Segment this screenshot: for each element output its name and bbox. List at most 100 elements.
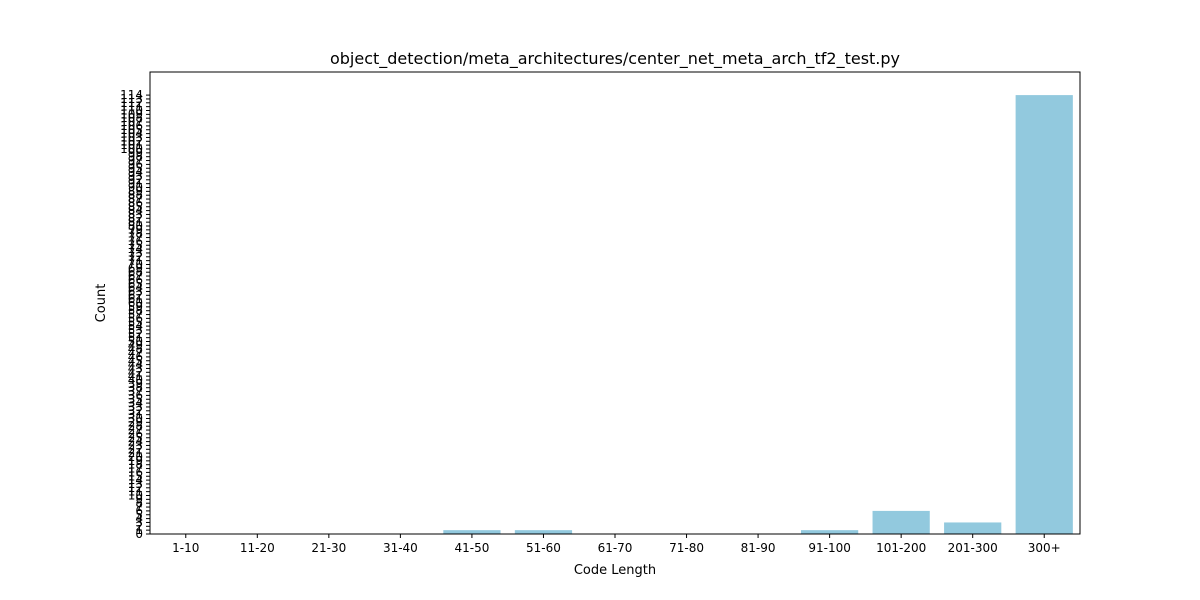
y-tick-label: 79 (128, 223, 143, 237)
y-tick-label: 45 (128, 354, 143, 368)
y-tick-label: 1 (135, 523, 143, 537)
y-axis-ticks: 0123456789101112131415161718192021222324… (120, 88, 150, 541)
y-tick-label: 35 (128, 392, 143, 406)
y-tick-label: 21 (128, 446, 143, 460)
y-tick-label: 14 (128, 473, 143, 487)
y-tick-label: 26 (128, 427, 143, 441)
x-tick-label: 1-10 (172, 541, 199, 555)
y-tick-label: 87 (128, 192, 143, 206)
x-tick-label: 11-20 (240, 541, 275, 555)
y-tick-label: 22 (128, 442, 143, 456)
y-tick-label: 3 (135, 515, 143, 529)
y-tick-label: 65 (128, 277, 143, 291)
x-tick-label: 101-200 (876, 541, 926, 555)
y-tick-label: 8 (135, 496, 143, 510)
bar-201-300 (944, 522, 1002, 534)
y-tick-label: 90 (128, 181, 143, 195)
x-tick-label: 201-300 (948, 541, 998, 555)
y-tick-label: 38 (128, 381, 143, 395)
bar-91-100 (801, 530, 859, 534)
y-tick-label: 100 (120, 142, 143, 156)
y-tick-label: 4 (135, 512, 143, 526)
y-tick-label: 29 (128, 415, 143, 429)
y-tick-label: 40 (128, 373, 143, 387)
y-tick-label: 92 (128, 173, 143, 187)
y-tick-label: 102 (120, 134, 143, 148)
y-tick-label: 32 (128, 404, 143, 418)
y-tick-label: 34 (128, 396, 143, 410)
y-tick-label: 107 (120, 115, 143, 129)
y-tick-label: 77 (128, 231, 143, 245)
y-tick-label: 63 (128, 284, 143, 298)
y-tick-label: 71 (128, 254, 143, 268)
y-tick-label: 53 (128, 323, 143, 337)
y-tick-label: 5 (135, 508, 143, 522)
y-tick-label: 12 (128, 481, 143, 495)
x-tick-label: 91-100 (808, 541, 851, 555)
y-tick-label: 44 (128, 358, 143, 372)
y-tick-label: 86 (128, 196, 143, 210)
bar-101-200 (872, 510, 930, 534)
y-tick-label: 41 (128, 369, 143, 383)
y-tick-label: 36 (128, 388, 143, 402)
y-tick-label: 88 (128, 188, 143, 202)
y-tick-label: 51 (128, 331, 143, 345)
y-tick-label: 109 (120, 107, 143, 121)
y-tick-label: 19 (128, 454, 143, 468)
y-tick-label: 91 (128, 177, 143, 191)
y-tick-label: 15 (128, 469, 143, 483)
y-tick-label: 56 (128, 311, 143, 325)
y-tick-label: 58 (128, 304, 143, 318)
y-tick-label: 97 (128, 154, 143, 168)
y-tick-label: 64 (128, 281, 143, 295)
y-tick-label: 25 (128, 431, 143, 445)
y-tick-label: 48 (128, 342, 143, 356)
y-tick-label: 0 (135, 527, 143, 541)
x-tick-label: 31-40 (383, 541, 418, 555)
y-tick-label: 20 (128, 450, 143, 464)
y-tick-label: 55 (128, 315, 143, 329)
y-tick-label: 50 (128, 335, 143, 349)
bar-41-50 (443, 530, 501, 534)
x-tick-label: 41-50 (454, 541, 489, 555)
x-axis-ticks: 1-10 11-20 21-30 31-40 41-50 51-60 61-70 71-80 8… (172, 534, 1061, 555)
bars-group (443, 95, 1073, 534)
y-tick-label: 61 (128, 292, 143, 306)
bar-51-60 (514, 530, 573, 534)
y-tick-label: 106 (120, 119, 143, 133)
y-tick-label: 89 (128, 184, 143, 198)
y-tick-label: 67 (128, 269, 143, 283)
y-tick-label: 54 (128, 319, 143, 333)
y-tick-label: 96 (128, 157, 143, 171)
y-axis-title: Count (94, 284, 109, 323)
y-tick-label: 108 (120, 111, 143, 125)
y-tick-label: 66 (128, 273, 143, 287)
y-tick-label: 30 (128, 412, 143, 426)
x-tick-label: 81-90 (741, 541, 776, 555)
y-tick-label: 47 (128, 346, 143, 360)
y-tick-label: 72 (128, 250, 143, 264)
y-tick-label: 80 (128, 219, 143, 233)
y-tick-label: 6 (135, 504, 143, 518)
y-tick-label: 2 (135, 519, 143, 533)
y-tick-label: 70 (128, 258, 143, 272)
y-tick-label: 24 (128, 435, 143, 449)
x-tick-label: 300+ (1028, 541, 1061, 555)
y-tick-label: 114 (120, 88, 143, 102)
y-tick-label: 43 (128, 361, 143, 375)
y-tick-label: 103 (120, 130, 143, 144)
y-tick-label: 112 (120, 96, 143, 110)
y-tick-label: 37 (128, 385, 143, 399)
y-tick-label: 17 (128, 462, 143, 476)
y-tick-label: 94 (128, 165, 143, 179)
y-tick-label: 75 (128, 238, 143, 252)
y-tick-label: 7 (135, 500, 143, 514)
x-axis-title: Code Length (574, 563, 656, 578)
y-tick-label: 110 (120, 104, 143, 118)
x-tick-label: 71-80 (669, 541, 704, 555)
y-tick-label: 82 (128, 211, 143, 225)
y-tick-label: 81 (128, 215, 143, 229)
x-tick-label: 51-60 (526, 541, 561, 555)
